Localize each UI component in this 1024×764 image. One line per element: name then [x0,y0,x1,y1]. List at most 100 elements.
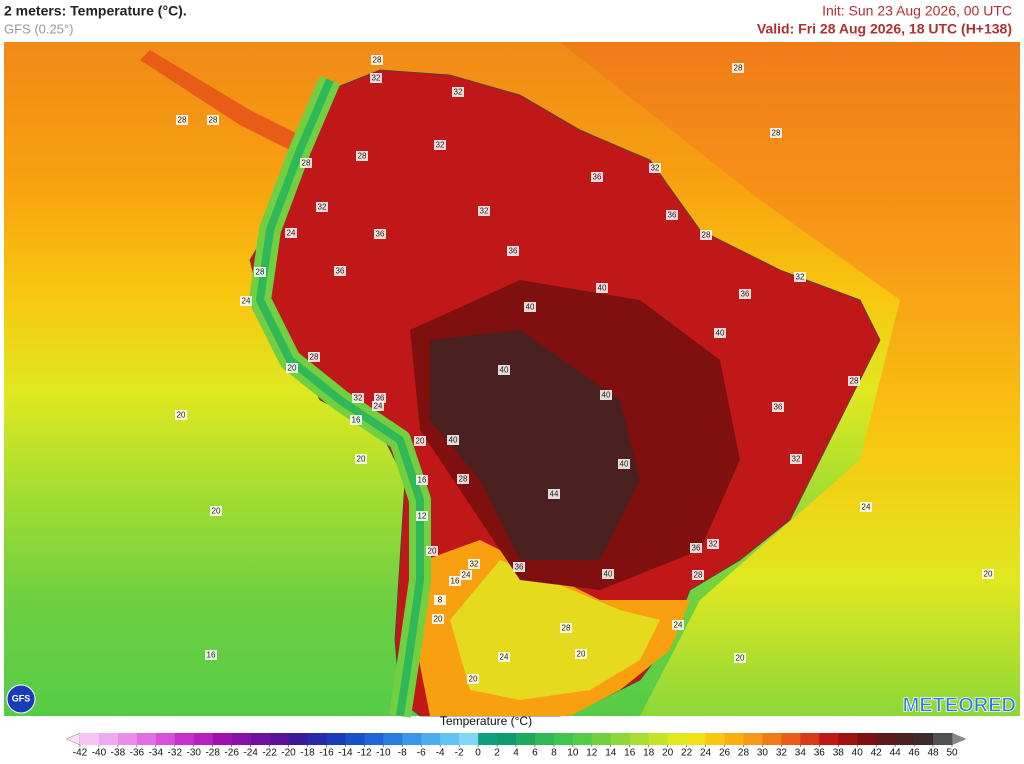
contour-label: 28 [772,129,781,138]
contour-label: 32 [470,560,479,569]
legend-swatch [762,733,782,745]
contour-label: 32 [372,74,381,83]
contour-label: 32 [651,164,660,173]
legend-tick-label: 18 [643,748,655,759]
model-logo [6,684,36,714]
contour-label: 28 [178,116,187,125]
contour-label-box [449,576,461,586]
legend-tick-label: -36 [130,748,145,759]
contour-label: 36 [692,544,701,553]
legend-tick-label: -38 [111,748,126,759]
contour-label-box [447,435,459,445]
contour-label-box [666,210,678,220]
legend-swatch [534,733,555,745]
contour-label: 40 [449,436,458,445]
legend-swatch [591,733,612,745]
contour-label-box [414,436,426,446]
contour-label-box [498,652,510,662]
contour-label: 12 [418,512,427,521]
contour-label: 40 [602,391,611,400]
contour-label: 24 [287,229,296,238]
legend-tick-label: 14 [605,748,617,759]
legend-swatch [686,733,706,745]
contour-label: 40 [620,460,629,469]
contour-label: 28 [209,116,218,125]
contour-label-box [176,115,188,125]
contour-label-box [205,650,217,660]
legend-tick-label: -4 [436,748,445,759]
contour-label: 40 [500,366,509,375]
contour-label-box [739,289,751,299]
legend-swatch [478,733,498,745]
legend-swatch [459,733,479,745]
legend-tick-label: -34 [149,748,164,759]
contour-label: 20 [357,455,366,464]
contour-label-box [860,502,872,512]
contour-label-box [316,202,328,212]
contour-label: 40 [598,284,607,293]
legend-tick-label: -24 [243,748,258,759]
contour-label-box [772,402,784,412]
contour-label: 20 [984,570,993,579]
legend-swatch [174,733,195,745]
legend: -42 -40 -38 -36 -34 -32 -30 -28 -26 -24 -22 -20 -18-… [65,732,967,759]
legend-tick-label: 30 [757,748,769,759]
contour-label: 28 [256,268,265,277]
contour-label: 32 [796,273,805,282]
contour-label-box [596,283,608,293]
contour-label-box [714,328,726,338]
contour-label: 36 [509,247,518,256]
contour-label: 32 [480,207,489,216]
contour-label-box [285,228,297,238]
legend-tick-label: 48 [927,748,939,759]
contour-label-box [457,474,469,484]
contour-label-box [513,562,525,572]
legend-tick-label: -2 [455,748,464,759]
legend-swatch [819,733,839,745]
legend-tick-label: -22 [262,748,277,759]
legend-tick-label: 26 [719,748,731,759]
contour-label-box [692,570,704,580]
brand-logo: METEORED [903,694,1016,716]
legend-tick-label: -30 [187,748,202,759]
legend-tick-label: 24 [700,748,712,759]
contour-label: 28 [310,353,319,362]
contour-label-box [308,352,320,362]
contour-label: 36 [668,211,677,220]
contour-label-box [467,674,479,684]
legend-swatch [193,733,213,745]
legend-swatch [572,733,593,745]
title: 2 meters: Temperature (°C). [4,3,187,19]
contour-label-box [426,546,438,556]
legend-swatch [117,733,138,745]
model: GFS (0.25°) [4,21,74,36]
contour-label-box [254,267,266,277]
legend-tick-label: 46 [909,748,921,759]
legend-swatch [364,733,384,745]
contour-label-box [468,559,480,569]
contour-label: 36 [376,394,385,403]
contour-label-box [460,570,472,580]
legend-tick-label: -28 [205,748,220,759]
legend-swatch [288,733,308,745]
contour-label-box [498,365,510,375]
contour-label-box [672,620,684,630]
contour-label-box [334,266,346,276]
legend-swatch [857,733,877,745]
contour-label: 16 [451,577,460,586]
contour-label: 28 [562,624,571,633]
legend-under-arrow [65,732,81,746]
legend-tick-label: 4 [513,748,519,759]
contour-label-box [478,206,490,216]
contour-label-box [356,151,368,161]
contour-label: 20 [177,411,186,420]
contour-label-box [452,87,464,97]
contour-label-box [982,569,994,579]
contour-label: 16 [418,476,427,485]
legend-swatch [250,733,270,745]
legend-tick-label: -16 [319,748,334,759]
contour-label-box [434,140,446,150]
legend-swatch [838,733,858,745]
legend-swatch [98,733,119,745]
